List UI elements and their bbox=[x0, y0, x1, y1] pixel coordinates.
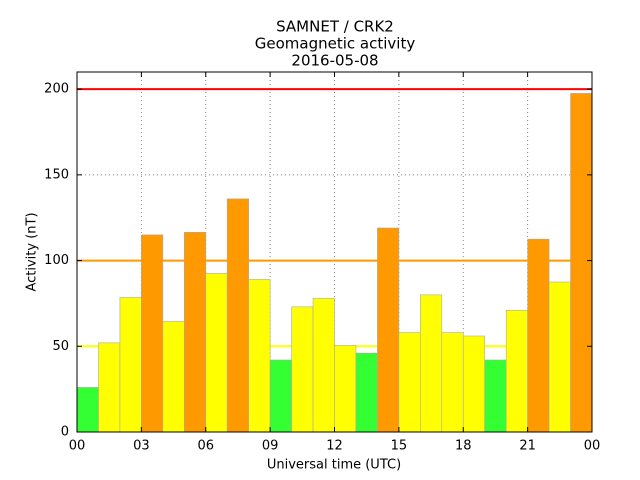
bar bbox=[119, 297, 142, 433]
x-tick-label: 21 bbox=[519, 439, 536, 454]
x-tick-label: 18 bbox=[455, 439, 472, 454]
y-tick-label: 150 bbox=[44, 167, 69, 182]
y-axis-label: Activity (nT) bbox=[25, 212, 40, 291]
bar bbox=[141, 234, 164, 433]
x-tick-label: 09 bbox=[262, 439, 279, 454]
y-tick-label: 0 bbox=[61, 425, 69, 440]
bar bbox=[183, 231, 207, 433]
bar bbox=[570, 93, 593, 433]
bar bbox=[462, 335, 486, 433]
bar bbox=[527, 238, 550, 433]
x-tick-label: 00 bbox=[69, 439, 86, 454]
chart-date: 2016-05-08 bbox=[291, 52, 378, 70]
y-tick-label: 50 bbox=[52, 339, 69, 354]
bar bbox=[162, 321, 185, 433]
bar bbox=[505, 309, 528, 433]
y-tick-label: 100 bbox=[44, 253, 69, 268]
x-tick-label: 12 bbox=[326, 439, 343, 454]
bar bbox=[312, 297, 335, 433]
bar bbox=[377, 227, 400, 433]
x-tick-label: 06 bbox=[197, 439, 214, 454]
bar bbox=[269, 359, 292, 433]
x-tick-label: 00 bbox=[584, 439, 601, 454]
bar bbox=[398, 332, 421, 433]
x-tick-label: 03 bbox=[133, 439, 150, 454]
bar bbox=[548, 281, 571, 433]
bar bbox=[291, 306, 314, 433]
bar bbox=[355, 352, 378, 433]
bar bbox=[484, 359, 507, 433]
y-tick-label: 200 bbox=[44, 82, 69, 97]
bar bbox=[226, 198, 249, 433]
bar bbox=[76, 387, 99, 433]
bar bbox=[248, 279, 271, 433]
bar bbox=[334, 345, 357, 433]
x-axis-label: Universal time (UTC) bbox=[267, 458, 401, 473]
chart-subtitle: Geomagnetic activity bbox=[255, 35, 416, 53]
x-tick-label: 15 bbox=[391, 439, 408, 454]
bar bbox=[205, 273, 228, 433]
bar bbox=[420, 294, 443, 433]
bar bbox=[98, 342, 121, 433]
chart-title: SAMNET / CRK2 bbox=[276, 18, 394, 36]
bar bbox=[441, 332, 464, 433]
